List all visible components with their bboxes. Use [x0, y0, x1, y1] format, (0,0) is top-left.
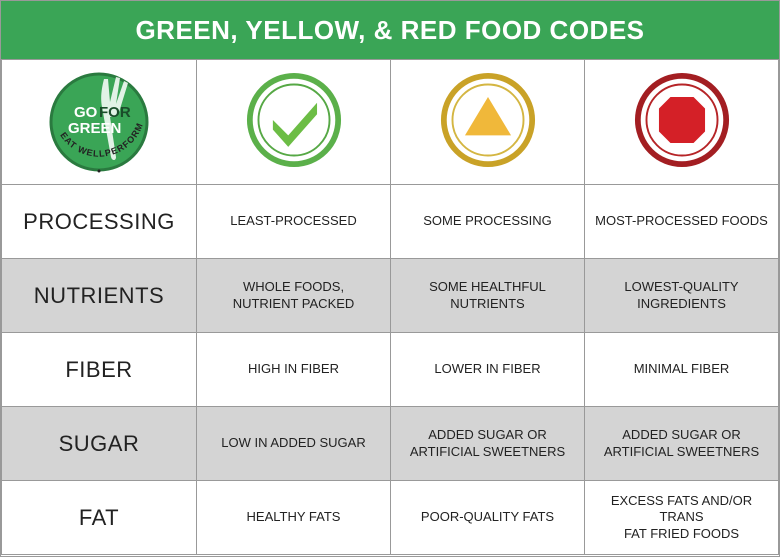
row-label: PROCESSING — [2, 185, 197, 259]
yellow-cell: ADDED SUGAR ORARTIFICIAL SWEETNERS — [391, 407, 585, 481]
red-stop-icon — [634, 72, 730, 168]
logo-tagline: EAT WELL PERFORM WELL — [44, 67, 154, 177]
green-cell: HEALTHY FATS — [197, 481, 391, 555]
red-cell: EXCESS FATS AND/OR TRANSFAT FRIED FOODS — [585, 481, 779, 555]
green-icon-cell — [197, 60, 391, 185]
logo-tagline-left: EAT WELL — [58, 130, 106, 158]
svg-text:PERFORM WELL: PERFORM WELL — [44, 67, 145, 158]
row-fat: FATHEALTHY FATSPOOR-QUALITY FATSEXCESS F… — [2, 481, 779, 555]
go-for-green-logo: GO FOR GREEN EAT WELL PERFORM WELL — [44, 67, 154, 177]
row-label: NUTRIENTS — [2, 259, 197, 333]
yellow-icon-cell — [391, 60, 585, 185]
green-cell: LOW IN ADDED SUGAR — [197, 407, 391, 481]
row-fiber: FIBERHIGH IN FIBERLOWER IN FIBERMINIMAL … — [2, 333, 779, 407]
red-cell: LOWEST-QUALITYINGREDIENTS — [585, 259, 779, 333]
row-sugar: SUGARLOW IN ADDED SUGARADDED SUGAR ORART… — [2, 407, 779, 481]
green-cell: LEAST-PROCESSED — [197, 185, 391, 259]
red-icon-cell — [585, 60, 779, 185]
green-cell: WHOLE FOODS,NUTRIENT PACKED — [197, 259, 391, 333]
green-check-icon — [246, 72, 342, 168]
row-label: SUGAR — [2, 407, 197, 481]
logo-tagline-right: PERFORM WELL — [44, 67, 145, 158]
row-label: FAT — [2, 481, 197, 555]
svg-text:EAT WELL: EAT WELL — [58, 130, 106, 158]
yellow-cell: POOR-QUALITY FATS — [391, 481, 585, 555]
row-label: FIBER — [2, 333, 197, 407]
red-cell: MINIMAL FIBER — [585, 333, 779, 407]
table-body: PROCESSINGLEAST-PROCESSEDSOME PROCESSING… — [2, 185, 779, 555]
icon-header-row: GO FOR GREEN EAT WELL PERFORM WELL — [2, 60, 779, 185]
yellow-cell: SOME PROCESSING — [391, 185, 585, 259]
yellow-cell: LOWER IN FIBER — [391, 333, 585, 407]
page-title-banner: GREEN, YELLOW, & RED FOOD CODES — [1, 1, 779, 59]
green-cell: HIGH IN FIBER — [197, 333, 391, 407]
food-codes-table: GO FOR GREEN EAT WELL PERFORM WELL — [1, 59, 779, 555]
logo-cell: GO FOR GREEN EAT WELL PERFORM WELL — [2, 60, 197, 185]
red-cell: MOST-PROCESSED FOODS — [585, 185, 779, 259]
red-cell: ADDED SUGAR ORARTIFICIAL SWEETNERS — [585, 407, 779, 481]
yellow-triangle-icon — [440, 72, 536, 168]
row-processing: PROCESSINGLEAST-PROCESSEDSOME PROCESSING… — [2, 185, 779, 259]
yellow-cell: SOME HEALTHFULNUTRIENTS — [391, 259, 585, 333]
row-nutrients: NUTRIENTSWHOLE FOODS,NUTRIENT PACKEDSOME… — [2, 259, 779, 333]
